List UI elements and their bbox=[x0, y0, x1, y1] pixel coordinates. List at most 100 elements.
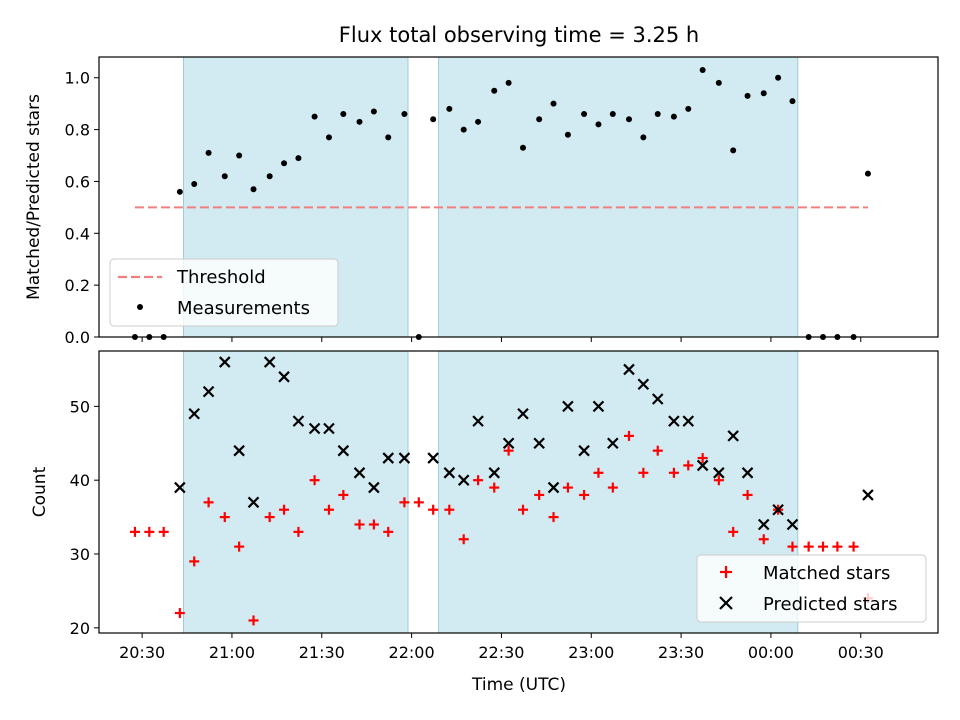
measurement-point bbox=[401, 111, 408, 118]
legend-matched-swatch bbox=[720, 566, 732, 578]
measurement-point bbox=[475, 118, 482, 125]
y-tick-label: 0.6 bbox=[65, 172, 90, 191]
matched-star-point bbox=[189, 556, 200, 567]
matched-star-point bbox=[713, 475, 724, 486]
predicted-star-point bbox=[427, 452, 439, 464]
matched-star-point bbox=[234, 541, 245, 552]
matched-star-point bbox=[787, 541, 798, 552]
predicted-star-point bbox=[188, 407, 200, 420]
matched-star-point bbox=[338, 489, 349, 500]
predicted-star-point bbox=[592, 400, 605, 413]
matched-star-point bbox=[503, 445, 514, 456]
matched-star-point bbox=[293, 526, 304, 537]
top-panel-y-axis-label: Matched/Predicted stars bbox=[24, 94, 44, 300]
measurement-point bbox=[205, 149, 212, 156]
measurement-point bbox=[295, 155, 302, 162]
x-tick-label: 22:30 bbox=[478, 643, 524, 662]
matched-star-point bbox=[638, 467, 649, 478]
measurement-point bbox=[356, 118, 363, 125]
chart-title: Flux total observing time = 3.25 h bbox=[339, 23, 699, 47]
y-tick-label: 30 bbox=[70, 545, 90, 564]
x-axis-label: Time (UTC) bbox=[471, 675, 566, 695]
matched-star-point bbox=[623, 430, 634, 441]
matched-star-point bbox=[562, 482, 573, 493]
matched-star-point bbox=[368, 519, 379, 530]
y-tick-label: 1.0 bbox=[65, 69, 90, 88]
measurement-point bbox=[536, 116, 543, 123]
matched-star-point bbox=[264, 512, 275, 523]
measurement-point bbox=[685, 105, 692, 112]
x-tick-label: 00:30 bbox=[838, 643, 884, 662]
matched-star-point bbox=[548, 512, 559, 523]
measurement-point bbox=[370, 108, 377, 115]
predicted-star-point bbox=[278, 371, 290, 383]
x-tick-label: 23:00 bbox=[568, 643, 614, 662]
measurement-point bbox=[864, 170, 871, 177]
bottom-panel-legend: Matched stars Predicted stars bbox=[696, 554, 927, 623]
matched-star-point bbox=[758, 534, 769, 545]
matched-star-point bbox=[219, 512, 230, 523]
y-tick-label: 0.4 bbox=[65, 224, 90, 243]
predicted-star-point bbox=[233, 444, 245, 457]
measurement-point bbox=[744, 92, 751, 99]
predicted-star-point bbox=[727, 430, 739, 442]
matched-star-point bbox=[697, 453, 708, 464]
measurement-point bbox=[266, 173, 273, 180]
measurement-point bbox=[236, 152, 243, 159]
matched-star-point bbox=[399, 497, 410, 508]
measurement-point bbox=[385, 134, 392, 141]
measurement-point bbox=[581, 111, 588, 118]
measurement-point bbox=[221, 173, 228, 180]
predicted-star-point bbox=[668, 415, 680, 427]
predicted-star-point bbox=[353, 467, 366, 479]
predicted-star-point bbox=[174, 481, 186, 494]
measurement-point bbox=[550, 100, 557, 107]
measurement-point bbox=[491, 87, 498, 94]
x-tick-label: 21:30 bbox=[299, 643, 345, 662]
matched-star-point bbox=[668, 467, 679, 478]
top-panel-frame bbox=[98, 56, 939, 338]
measurement-point bbox=[595, 121, 602, 128]
y-tick-label: 0.2 bbox=[65, 276, 90, 295]
predicted-star-point bbox=[323, 422, 335, 435]
predicted-star-point bbox=[292, 415, 305, 427]
matched-star-point bbox=[203, 497, 214, 508]
top-panel-x-ticks bbox=[141, 337, 862, 342]
predicted-star-point bbox=[488, 467, 501, 479]
predicted-star-point bbox=[862, 489, 874, 501]
measurement-point bbox=[340, 111, 347, 118]
legend-matched-label: Matched stars bbox=[763, 563, 890, 584]
predicted-star-point bbox=[472, 415, 484, 427]
predicted-star-point bbox=[337, 444, 350, 457]
predicted-star-point bbox=[607, 437, 619, 450]
measurement-point bbox=[460, 126, 467, 133]
bottom-panel-y-ticks: 20 30 40 50 bbox=[70, 397, 99, 638]
bottom-panel-x-ticks: 20:30 21:00 21:30 22:00 22:30 23:00 23:30 00:00… bbox=[119, 633, 884, 662]
predicted-star-point bbox=[517, 407, 529, 420]
measurement-point bbox=[789, 98, 796, 105]
top-panel-legend: Threshold Measurements bbox=[109, 258, 339, 327]
x-tick-label: 00:00 bbox=[748, 643, 794, 662]
measurement-point bbox=[505, 79, 512, 86]
predicted-star-point bbox=[247, 496, 260, 509]
shaded-interval bbox=[183, 350, 409, 634]
predicted-star-point bbox=[398, 452, 411, 464]
top-panel-y-ticks: 0.0 0.2 0.4 0.6 0.8 1.0 bbox=[65, 69, 99, 347]
matched-star-point bbox=[607, 482, 618, 493]
measurement-point bbox=[654, 111, 661, 118]
matched-star-point bbox=[354, 519, 365, 530]
predicted-star-point bbox=[786, 518, 799, 531]
bottom-panel-predicted-points bbox=[174, 356, 874, 531]
y-tick-label: 0.8 bbox=[65, 121, 90, 140]
matched-star-point bbox=[489, 482, 500, 493]
predicted-star-point bbox=[696, 459, 709, 472]
measurement-point bbox=[730, 147, 737, 154]
matched-star-point bbox=[444, 504, 455, 515]
matched-star-point bbox=[428, 504, 439, 515]
matched-star-point bbox=[534, 489, 545, 500]
predicted-star-point bbox=[682, 415, 695, 427]
matched-star-point bbox=[652, 445, 663, 456]
measurement-point bbox=[715, 79, 722, 86]
